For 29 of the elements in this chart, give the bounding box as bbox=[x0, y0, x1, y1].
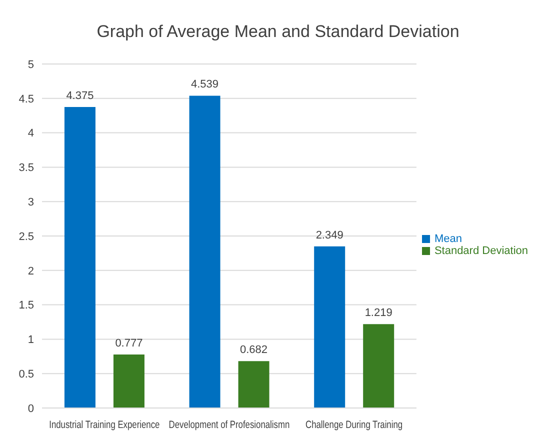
y-tick-label: 3.5 bbox=[18, 162, 34, 174]
y-tick-label: 2.5 bbox=[18, 230, 34, 243]
bar bbox=[189, 96, 220, 408]
x-tick-label: Industrial Training Experience bbox=[49, 419, 160, 431]
data-label: 2.349 bbox=[316, 229, 344, 242]
y-tick-label: 1.5 bbox=[18, 300, 34, 312]
legend-label: Standard Deviation bbox=[434, 244, 528, 256]
y-tick-label: 3 bbox=[28, 196, 34, 209]
legend-label: Mean bbox=[434, 232, 462, 244]
bar bbox=[113, 354, 144, 408]
y-tick-label: 2 bbox=[28, 265, 34, 278]
y-tick-label: 4 bbox=[28, 128, 34, 140]
data-label: 0.682 bbox=[240, 344, 268, 356]
bar bbox=[238, 361, 270, 408]
data-label: 4.375 bbox=[66, 90, 94, 102]
y-tick-label: 5 bbox=[28, 58, 34, 71]
data-label: 1.219 bbox=[364, 307, 392, 320]
y-tick-label: 0 bbox=[28, 402, 34, 415]
data-label: 0.777 bbox=[115, 338, 143, 350]
chart-title: Graph of Average Mean and Standard Deviation bbox=[96, 21, 460, 43]
bar bbox=[363, 324, 394, 408]
x-tick-label: Development of Profesionalismn bbox=[168, 419, 290, 431]
y-tick-label: 0.5 bbox=[18, 368, 34, 381]
y-tick-label: 1 bbox=[28, 334, 34, 346]
data-label: 4.539 bbox=[191, 78, 219, 91]
x-tick-label: Challenge During Training bbox=[306, 419, 403, 431]
bar bbox=[314, 246, 346, 408]
y-tick-label: 4.5 bbox=[18, 93, 34, 106]
bar bbox=[64, 107, 96, 408]
